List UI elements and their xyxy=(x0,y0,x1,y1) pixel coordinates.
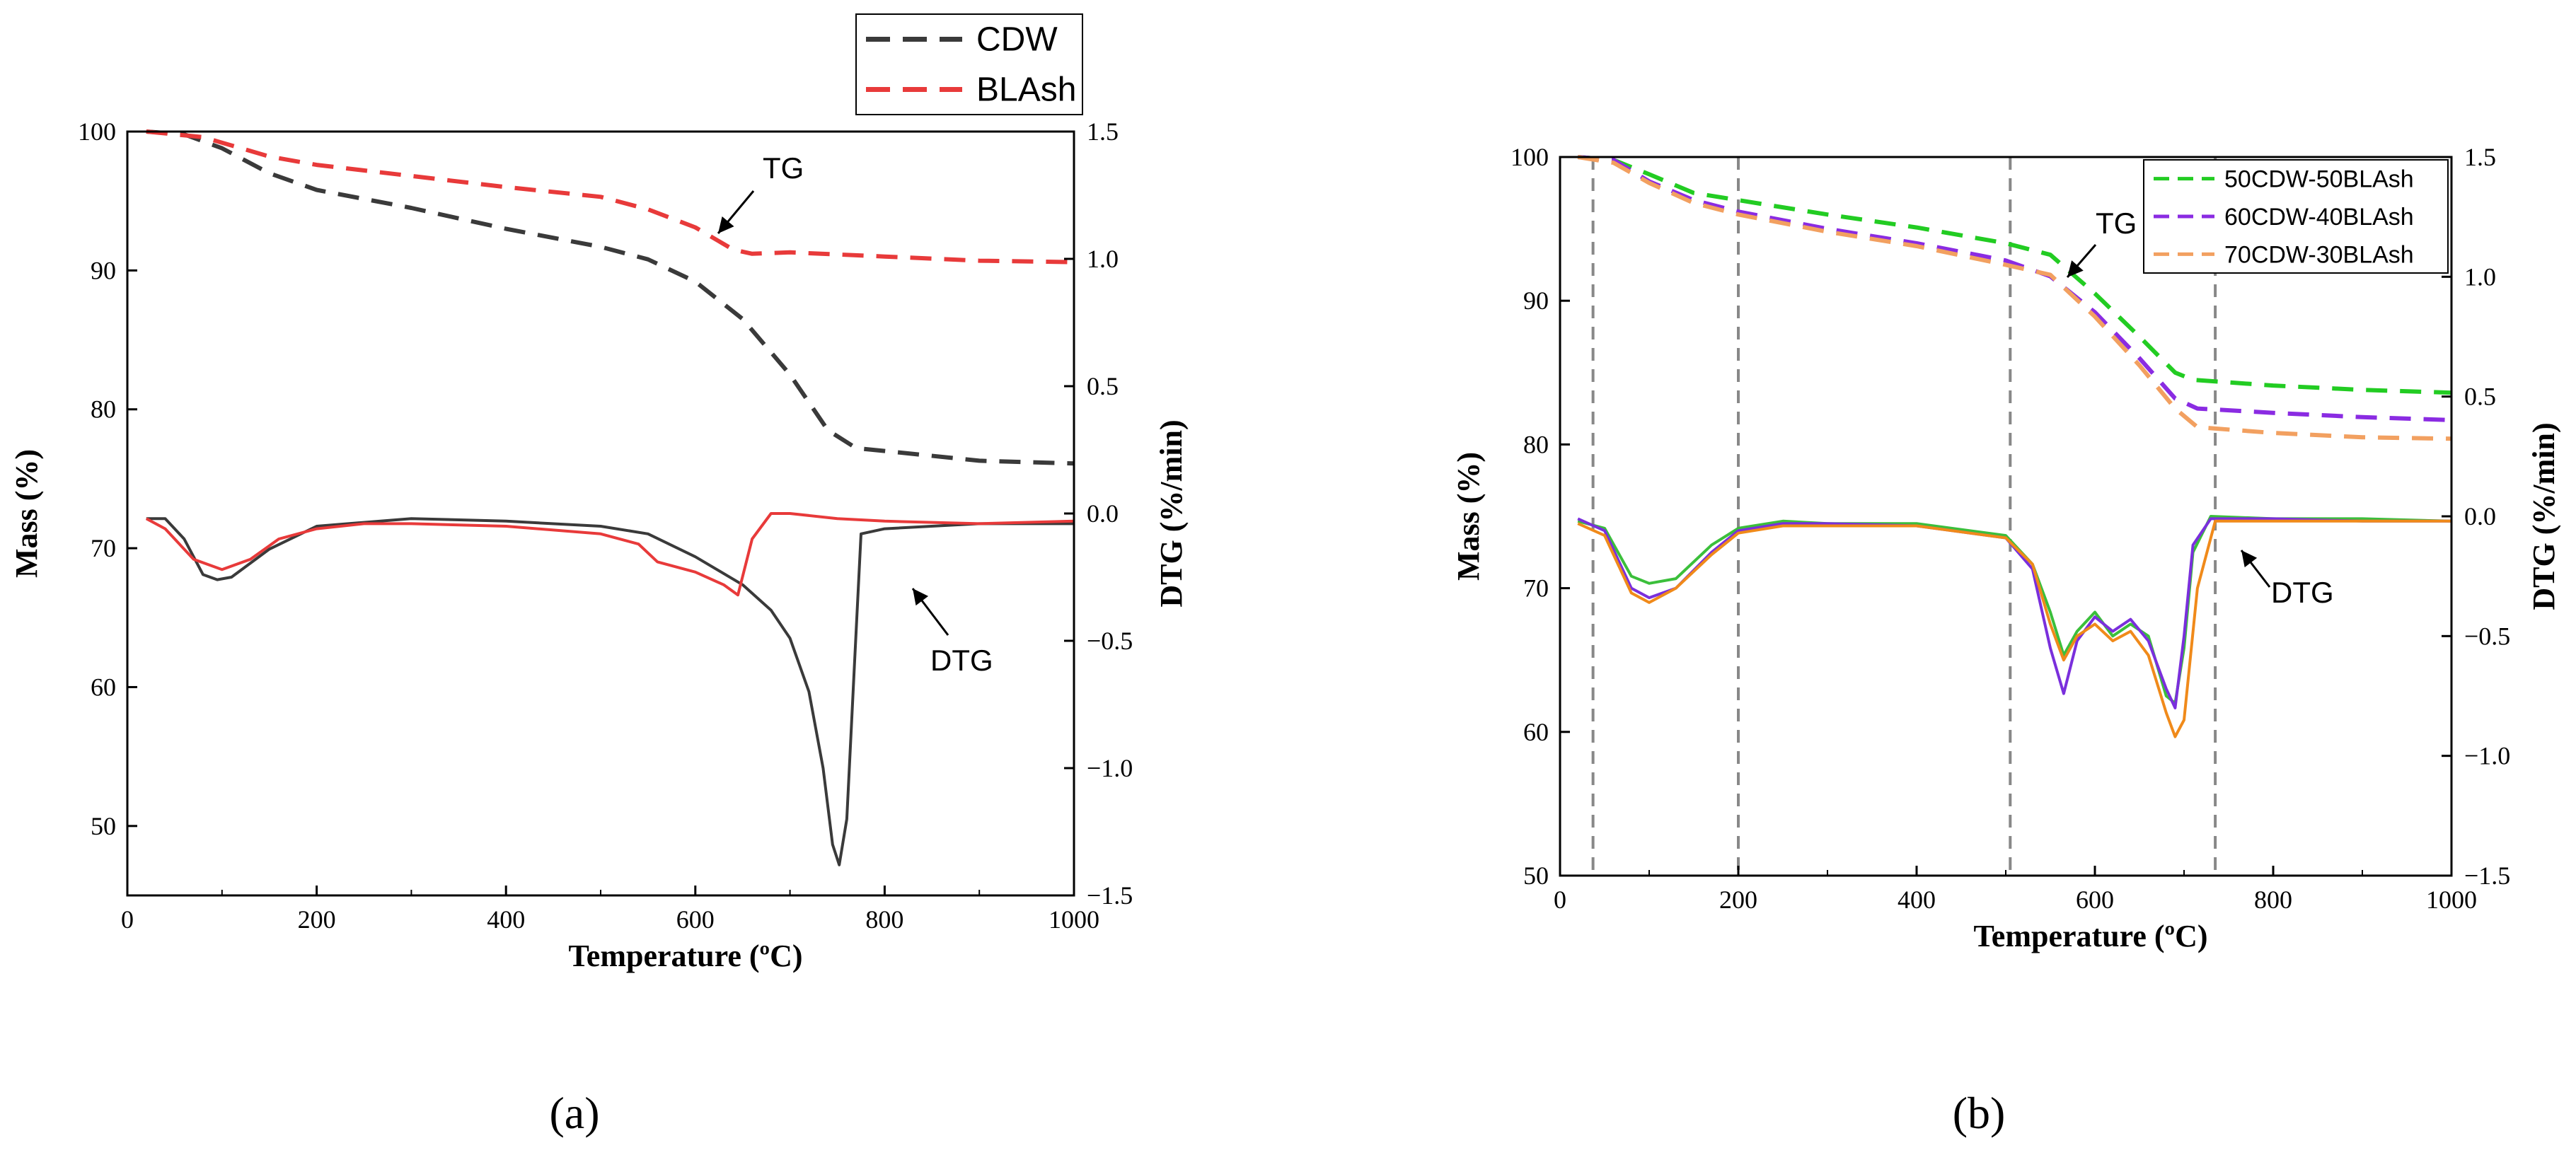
y2-axis-title: DTG (%/min) xyxy=(1154,419,1189,607)
annotation-dtg: DTG xyxy=(2271,576,2334,609)
y2-tick-label: −0.5 xyxy=(1087,627,1133,655)
series-line-cdw-tg xyxy=(146,129,1075,466)
y-tick-label: 80 xyxy=(91,395,116,424)
y2-tick-label: −0.5 xyxy=(2464,622,2510,650)
x-tick-label: 200 xyxy=(298,905,336,934)
x-tick-label: 800 xyxy=(865,905,903,934)
series-line-blash-dtg xyxy=(145,512,1075,597)
y-tick-label: 60 xyxy=(1523,718,1549,746)
y-tick-label: 60 xyxy=(91,673,116,701)
annotation-arrowhead xyxy=(2241,550,2258,568)
series-line-60cdw-40blash-tg xyxy=(1577,155,2452,422)
y-tick-label: 90 xyxy=(1523,286,1549,315)
y2-tick-label: 0.0 xyxy=(1087,499,1119,528)
y2-tick-label: 0.0 xyxy=(2464,502,2496,530)
x-axis-title: Temperature (ºC) xyxy=(1973,919,2207,953)
x-tick-label: 1000 xyxy=(1049,905,1099,934)
y-tick-label: 50 xyxy=(91,812,116,840)
legend: 50CDW-50BLAsh 60CDW-40BLAsh 70CDW-30BLAsh xyxy=(2143,159,2449,274)
x-tick-label: 200 xyxy=(1719,886,1757,914)
y2-tick-label: −1.5 xyxy=(2464,861,2510,890)
y-tick-label: 50 xyxy=(1523,861,1549,890)
y-tick-label: 80 xyxy=(1523,430,1549,458)
y2-tick-label: −1.0 xyxy=(2464,742,2510,770)
legend-entry: BLAsh xyxy=(976,71,1076,109)
x-tick-label: 400 xyxy=(1898,886,1936,914)
x-tick-label: 800 xyxy=(2254,886,2292,914)
x-tick-label: 600 xyxy=(676,905,715,934)
series-line-70cdw-30blash-dtg xyxy=(1577,519,2451,738)
y-tick-label: 70 xyxy=(91,534,116,562)
y2-axis-title: DTG (%/min) xyxy=(2526,422,2561,610)
y2-tick-label: 1.5 xyxy=(2464,143,2496,171)
y2-tick-label: −1.5 xyxy=(1087,881,1133,910)
y-tick-label: 100 xyxy=(78,117,116,146)
annotation-dtg: DTG xyxy=(930,644,993,677)
x-tick-label: 0 xyxy=(121,905,134,934)
panel-label: (a) xyxy=(549,1088,599,1138)
y2-tick-label: 0.5 xyxy=(2464,383,2496,411)
annotation-tg: TG xyxy=(2096,207,2137,240)
annotation-arrowhead xyxy=(913,588,929,606)
series-line-50cdw-50blash-dtg xyxy=(1577,515,2452,705)
legend-entry: 70CDW-30BLAsh xyxy=(2224,241,2414,268)
y2-tick-label: −1.0 xyxy=(1087,754,1133,782)
y-tick-label: 90 xyxy=(91,256,116,284)
legend-entry: CDW xyxy=(976,21,1058,59)
legend-box xyxy=(2143,159,2449,274)
x-tick-label: 600 xyxy=(2076,886,2114,914)
x-tick-label: 400 xyxy=(487,905,525,934)
panel-label: (b) xyxy=(1953,1088,2006,1138)
y-tick-label: 70 xyxy=(1523,574,1549,603)
y-tick-label: 100 xyxy=(1511,143,1549,171)
y2-tick-label: 1.0 xyxy=(1087,245,1119,273)
x-tick-label: 1000 xyxy=(2426,886,2477,914)
x-axis-title: Temperature (ºC) xyxy=(568,939,802,973)
y-axis-title: Mass (%) xyxy=(1451,452,1486,581)
legend: CDW BLAsh xyxy=(855,13,1083,115)
x-tick-label: 0 xyxy=(1554,886,1566,914)
series-line-50cdw-50blash-tg xyxy=(1577,155,2452,395)
legend-entry: 50CDW-50BLAsh xyxy=(2224,166,2414,193)
series-line-blash-tg xyxy=(146,129,1075,265)
annotation-arrowhead xyxy=(2067,260,2084,277)
annotation-tg: TG xyxy=(763,151,804,185)
panel-b-chart: 0 200 400 600 800 1000 50 60 70 80 90 100 1.5 1.0 0.5 0… xyxy=(1451,143,2561,1138)
y2-tick-label: 1.0 xyxy=(2464,262,2496,291)
y2-tick-label: 0.5 xyxy=(1087,372,1119,400)
y2-tick-label: 1.5 xyxy=(1087,117,1119,146)
panel-a-chart: 0 200 400 600 800 1000 50 60 70 80 90 100 1.5 1.0 0.5 0… xyxy=(9,13,1189,1138)
y-axis-title: Mass (%) xyxy=(9,449,44,578)
legend-box xyxy=(855,13,1083,115)
plot-frame xyxy=(126,130,1075,897)
annotation-arrowhead xyxy=(718,216,734,233)
series-line-cdw-dtg xyxy=(146,517,1074,866)
legend-entry: 60CDW-40BLAsh xyxy=(2224,204,2414,231)
